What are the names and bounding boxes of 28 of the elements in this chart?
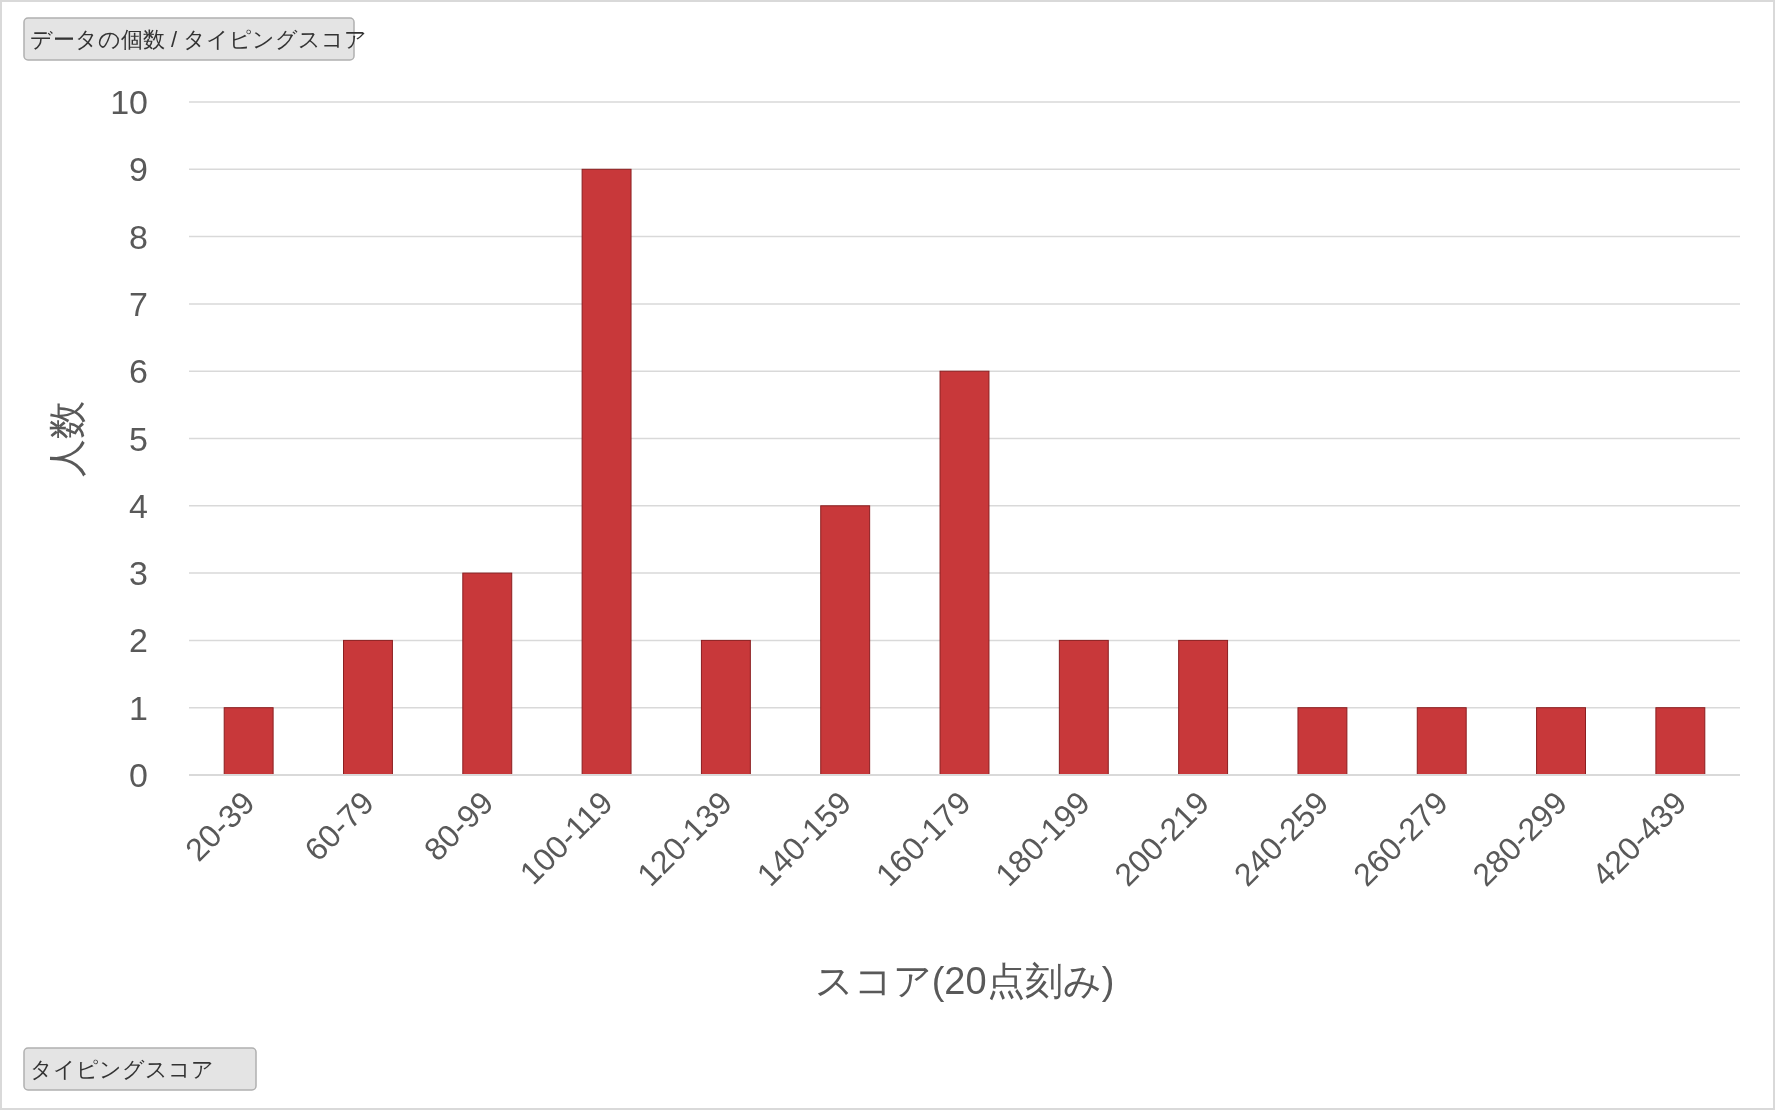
- bar: [1536, 707, 1586, 776]
- x-axis-title: スコア(20点刻み): [814, 960, 1115, 1002]
- y-tick-label: 5: [129, 419, 148, 458]
- y-tick-label: 8: [129, 217, 148, 256]
- bar: [1297, 707, 1348, 776]
- y-axis-title: 人数: [46, 400, 88, 477]
- bar: [462, 572, 513, 776]
- y-tick-label: 1: [129, 688, 148, 727]
- y-tick-label: 6: [129, 352, 148, 391]
- y-tick-label: 0: [129, 756, 148, 794]
- y-tick-label: 4: [129, 486, 148, 525]
- bar: [581, 168, 632, 776]
- bar: [939, 370, 990, 776]
- bar: [223, 707, 274, 776]
- y-tick-label: 2: [129, 621, 148, 660]
- y-tick-label: 10: [110, 83, 148, 121]
- bar: [1416, 707, 1467, 776]
- y-tick-label: 9: [129, 150, 148, 189]
- bar: [1178, 639, 1229, 776]
- bar: [820, 505, 871, 776]
- bar: [343, 639, 393, 776]
- bar: [700, 639, 751, 776]
- bar: [1655, 707, 1706, 776]
- y-tick-label: 7: [129, 284, 148, 323]
- bar: [1058, 639, 1109, 776]
- text: タイピングスコア: [30, 1057, 214, 1082]
- y-tick-label: 3: [129, 554, 148, 593]
- text: データの個数 / タイピングスコア: [30, 27, 368, 52]
